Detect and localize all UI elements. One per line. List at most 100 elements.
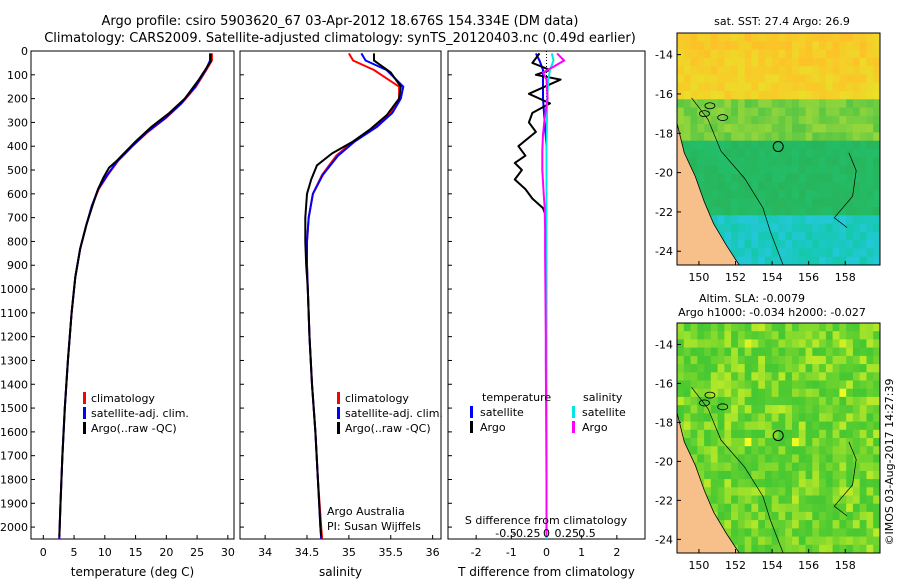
sla_map-grid-cell: [819, 405, 827, 414]
sst_map-grid-cell: [792, 182, 800, 191]
sst_map-grid-cell: [846, 173, 854, 183]
sst_map-grid-cell: [737, 248, 746, 258]
sst_map-grid-cell: [785, 223, 793, 233]
sst_map-grid-cell: [846, 223, 854, 233]
sst_map-grid-cell: [846, 149, 854, 158]
sla_map-grid-cell: [731, 446, 739, 455]
sla_map-grid-cell: [873, 372, 880, 382]
difference-series-salinity-argo: [541, 52, 566, 537]
sst_map-grid-cell: [792, 124, 800, 133]
sla_map-y-tick-label: -24: [655, 533, 673, 546]
sla_map-grid-cell: [697, 364, 705, 373]
sst_map-grid-cell: [731, 173, 739, 183]
sla_map-grid-cell: [805, 413, 813, 423]
sla_map-grid-cell: [717, 339, 725, 349]
sla_map-grid-cell: [825, 479, 834, 488]
sla_map-grid-cell: [839, 323, 847, 332]
sst_map-grid-cell: [737, 165, 746, 175]
sla_map-grid-cell: [873, 355, 880, 365]
sst_map-grid-cell: [710, 173, 719, 183]
sla_map-grid-cell: [839, 380, 847, 390]
sla_map-grid-cell: [839, 536, 847, 546]
sst_map-grid-cell: [832, 107, 840, 117]
sla_map-grid-cell: [765, 536, 773, 546]
sla_map-grid-cell: [744, 429, 753, 439]
sst_map-grid-cell: [758, 248, 766, 258]
sst_map-grid-cell: [731, 41, 739, 51]
sla_map-bathymetry-contour: [833, 441, 857, 517]
sst_map-grid-cell: [839, 198, 847, 208]
sla_map-grid-cell: [852, 544, 861, 553]
sla_map-grid-cell: [792, 388, 800, 398]
sst_map-grid-cell: [724, 66, 732, 75]
sst_map-grid-cell: [798, 115, 807, 125]
sla_map-grid-cell: [873, 405, 880, 414]
sst_map-grid-cell: [798, 207, 807, 216]
sla_map-grid-cell: [778, 396, 786, 406]
sst_map-grid-cell: [697, 149, 705, 158]
sla_map-grid-cell: [846, 438, 854, 447]
sst_map-grid-cell: [792, 57, 800, 67]
sst_map-grid-cell: [873, 115, 880, 125]
sst_map-grid-cell: [852, 215, 861, 225]
sst_map-grid-cell: [805, 124, 813, 133]
sla_map-grid-cell: [771, 347, 780, 357]
sst_map-grid-cell: [798, 231, 807, 241]
sla_map-grid-cell: [737, 421, 746, 431]
sst_map-grid-cell: [798, 240, 807, 249]
sla_map-grid-cell: [758, 536, 766, 546]
depth-tick-label: 1100: [0, 307, 28, 320]
sla_map-grid-cell: [846, 396, 854, 406]
sla_map-y-tick-label: -22: [655, 494, 673, 507]
sla_map-grid-cell: [846, 479, 854, 488]
sst_map-grid-cell: [805, 41, 813, 51]
sla_map-grid-cell: [825, 429, 834, 439]
sst_map-grid-cell: [690, 57, 698, 67]
sst_map-grid-cell: [805, 107, 813, 117]
sla_map-grid-cell: [771, 462, 780, 472]
sst_map-grid-cell: [704, 49, 712, 59]
sla_map-grid-cell: [873, 429, 880, 439]
sla_map-grid-cell: [683, 396, 692, 406]
sla_map-grid-cell: [798, 331, 807, 340]
sst_map-grid-cell: [873, 99, 880, 109]
sla_map-grid-cell: [690, 323, 698, 332]
sla_map-grid-cell: [771, 429, 780, 439]
sla_map-grid-cell: [744, 520, 753, 529]
sla_map-grid-cell: [704, 454, 712, 464]
sst_map-grid-cell: [792, 49, 800, 59]
sla_map-grid-cell: [859, 511, 868, 521]
temperature-x-tick-label: 30: [221, 546, 235, 559]
sla_map-grid-cell: [852, 421, 861, 431]
sla_map-grid-cell: [812, 446, 820, 455]
sst_map-grid-cell: [717, 82, 725, 92]
sla_map-grid-cell: [771, 331, 780, 340]
sla_map-grid-cell: [717, 470, 725, 480]
sst_map-grid-cell: [731, 66, 739, 75]
sst_map-grid-cell: [737, 99, 746, 109]
sst_map-grid-cell: [852, 107, 861, 117]
sla_map-grid-cell: [737, 339, 746, 349]
sla_map-grid-cell: [744, 323, 753, 332]
sla_map-grid-cell: [839, 405, 847, 414]
sla_map-grid-cell: [690, 331, 698, 340]
sst_map-grid-cell: [866, 223, 874, 233]
sst_map-grid-cell: [758, 57, 766, 67]
sst_map-grid-cell: [717, 215, 725, 225]
sst_map-grid-cell: [859, 124, 868, 133]
sst_map-grid-cell: [737, 41, 746, 51]
sst_map-grid-cell: [737, 115, 746, 125]
sst_map-grid-cell: [852, 124, 861, 133]
sla_map-grid-cell: [839, 544, 847, 553]
depth-tick-label: 500: [7, 164, 28, 177]
sst_map-grid-cell: [805, 140, 813, 150]
sla_map-grid-cell: [704, 380, 712, 390]
sla_map-grid-cell: [683, 421, 692, 431]
sla_map-grid-cell: [744, 355, 753, 365]
sla_map-grid-cell: [798, 495, 807, 505]
sla_map-grid-cell: [792, 355, 800, 365]
sst_map-grid-cell: [846, 157, 854, 167]
sst_map-grid-cell: [771, 149, 780, 158]
temperature-legend-swatch: [83, 422, 86, 434]
sla_map-grid-cell: [704, 331, 712, 340]
